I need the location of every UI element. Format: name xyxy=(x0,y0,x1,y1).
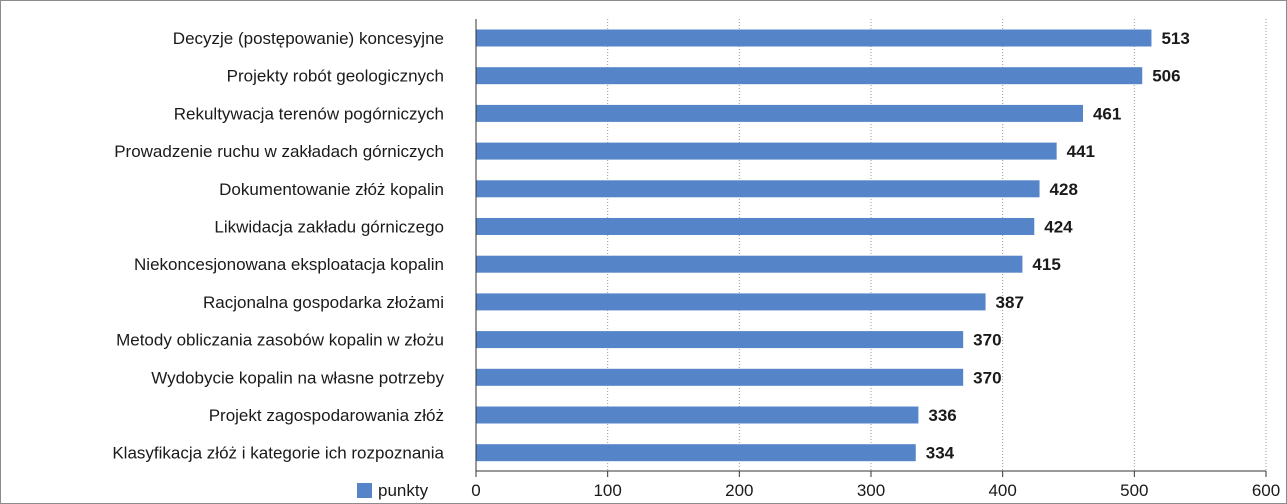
category-label: Wydobycie kopalin na własne potrzeby xyxy=(151,368,444,387)
value-label: 370 xyxy=(973,331,1001,350)
bar-11 xyxy=(476,406,919,424)
legend: punkty xyxy=(357,481,429,500)
bar-9 xyxy=(476,331,964,349)
x-tick-label: 300 xyxy=(857,481,885,500)
category-label: Projekty robót geologicznych xyxy=(227,67,444,86)
category-label: Dokumentowanie złóż kopalin xyxy=(219,180,444,199)
bar-6 xyxy=(476,218,1035,235)
x-tick-label: 200 xyxy=(725,481,753,500)
value-label: 334 xyxy=(926,444,955,463)
x-tick-label: 500 xyxy=(1120,481,1148,500)
bar-8 xyxy=(476,293,986,311)
category-label: Likwidacja zakładu górniczego xyxy=(214,218,444,237)
category-label: Projekt zagospodarowania złóż xyxy=(209,406,444,425)
bar-10 xyxy=(476,368,964,386)
category-label: Racjonalna gospodarka złożami xyxy=(203,293,444,312)
legend-swatch xyxy=(357,483,372,498)
category-labels: Decyzje (postępowanie) koncesyjne Projekt… xyxy=(112,29,444,463)
bar-7 xyxy=(476,255,1023,273)
value-label: 513 xyxy=(1161,29,1189,48)
bar-3 xyxy=(476,104,1083,122)
bar-2 xyxy=(476,67,1143,85)
bar-12 xyxy=(476,444,916,462)
value-label: 424 xyxy=(1044,218,1073,237)
value-label: 370 xyxy=(973,368,1001,387)
x-tick-label: 0 xyxy=(471,481,480,500)
value-label: 415 xyxy=(1032,255,1060,274)
value-label: 441 xyxy=(1067,142,1095,161)
value-label: 428 xyxy=(1050,180,1078,199)
value-label: 336 xyxy=(928,406,956,425)
x-axis: 0 100 200 300 400 500 600 xyxy=(471,19,1280,500)
bar-4 xyxy=(476,142,1057,160)
x-tick-label: 100 xyxy=(593,481,621,500)
category-label: Prowadzenie ruchu w zakładach górniczych xyxy=(114,142,444,161)
category-label: Decyzje (postępowanie) koncesyjne xyxy=(173,29,444,48)
value-label: 461 xyxy=(1093,104,1121,123)
category-label: Rekultywacja terenów pogórniczych xyxy=(174,104,444,123)
category-label: Metody obliczania zasobów kopalin w złoż… xyxy=(116,331,444,350)
legend-label: punkty xyxy=(378,481,429,500)
bar-5 xyxy=(476,180,1040,198)
value-labels: 513 506 461 441 428 424 415 387 370 370 336 334 xyxy=(926,29,1190,463)
value-label: 506 xyxy=(1152,67,1180,86)
x-tick-label: 400 xyxy=(988,481,1016,500)
bars xyxy=(476,29,1152,462)
grid-lines xyxy=(607,19,1267,471)
value-label: 387 xyxy=(996,293,1024,312)
x-tick-label: 600 xyxy=(1252,481,1280,500)
category-label: Niekoncesjonowana eksploatacja kopalin xyxy=(134,255,444,274)
bar-1 xyxy=(476,29,1152,47)
category-label: Klasyfikacja złóż i kategorie ich rozpoz… xyxy=(112,444,444,463)
